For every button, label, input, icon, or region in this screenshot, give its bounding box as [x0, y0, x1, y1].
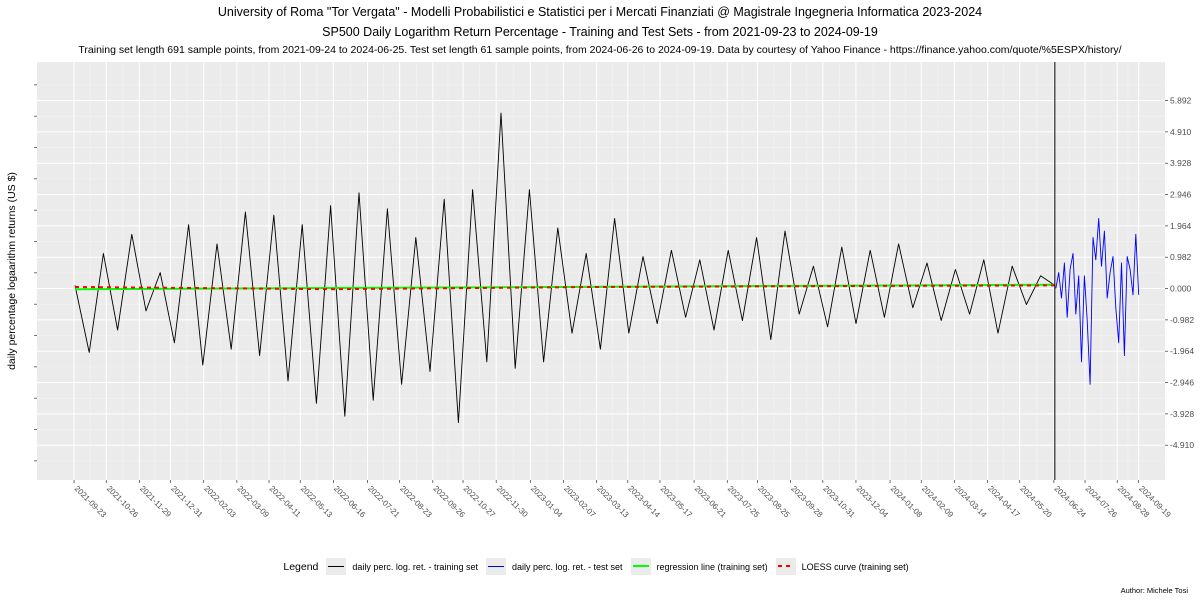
x-tick-label: 2023-03-13: [595, 484, 631, 520]
legend-title: Legend: [283, 560, 319, 573]
x-tick-label: 2023-05-17: [659, 484, 695, 520]
legend-label-regression: regression line (training set): [656, 561, 768, 572]
y-tick-label: -0.982: [1170, 315, 1194, 325]
legend-item-loess: LOESS curve (training set): [775, 558, 909, 575]
x-tick-label: 2023-01-04: [529, 484, 565, 520]
x-tick-label: 2024-06-24: [1052, 484, 1088, 520]
x-tick-label: 2023-02-07: [562, 484, 598, 520]
x-tick-label: 2021-11-29: [138, 484, 173, 519]
legend-key-loess: [775, 558, 796, 575]
x-tick-label: 2023-09-28: [789, 484, 825, 520]
x-tick-label: 2024-05-20: [1018, 484, 1054, 520]
y-tick-label: -3.928: [1170, 409, 1194, 419]
x-tick-label: 2021-12-31: [169, 484, 205, 520]
x-tick-label: 2022-07-21: [366, 484, 402, 520]
x-tick-label: 2024-03-14: [953, 484, 989, 520]
chart-title: University of Roma "Tor Vergata" - Model…: [217, 5, 983, 19]
legend: Legend daily perc. log. ret. - training …: [0, 558, 1200, 575]
legend-label-test: daily perc. log. ret. - test set: [511, 561, 623, 572]
x-tick-label: 2021-10-26: [105, 484, 141, 520]
x-tick-label: 2022-03-09: [235, 484, 271, 520]
legend-label-loess: LOESS curve (training set): [801, 561, 909, 572]
x-tick-label: 2022-10-27: [462, 484, 498, 520]
x-tick-label: 2024-01-08: [889, 484, 925, 520]
x-tick-label: 2023-12-04: [855, 484, 891, 520]
author-note: Author: Michele Tosi: [1120, 586, 1188, 595]
legend-item-test: daily perc. log. ret. - test set: [485, 558, 623, 575]
chart-subtitle: SP500 Daily Logarithm Return Percentage …: [322, 25, 878, 39]
x-tick-label: 2022-08-23: [398, 484, 434, 520]
y-tick-label: 4.910: [1170, 127, 1192, 137]
legend-key-regression: [630, 558, 651, 575]
y-tick-label: 3.928: [1170, 158, 1192, 168]
loess-curve: [74, 284, 1055, 291]
x-tick-label: 2024-02-09: [920, 484, 956, 520]
y-tick-label: 1.964: [1170, 221, 1192, 231]
x-tick-label: 2023-04-14: [626, 484, 662, 520]
x-tick-label: 2021-09-23: [73, 484, 109, 520]
x-tick-label: 2024-07-26: [1084, 484, 1120, 520]
x-tick-label: 2022-02-03: [202, 484, 238, 520]
series-training-line: [74, 112, 1056, 424]
plot-panel: [37, 62, 1165, 480]
y-tick-label: 5.892: [1170, 96, 1192, 106]
x-tick-label: 2022-06-16: [332, 484, 368, 520]
x-tick-label: 2022-05-13: [299, 484, 335, 520]
x-tick-label: 2022-04-11: [268, 484, 303, 519]
x-tick-label: 2023-06-21: [693, 484, 729, 520]
y-tick-label: 2.946: [1170, 190, 1192, 200]
series-test-line: [1055, 217, 1140, 385]
y-tick-label: -1.964: [1170, 346, 1194, 356]
y-tick-label: 0.000: [1170, 284, 1192, 294]
x-tick-label: 2023-10-31: [821, 484, 857, 520]
chart-caption: Training set length 691 sample points, f…: [78, 44, 1122, 56]
legend-item-training: daily perc. log. ret. - training set: [326, 558, 478, 575]
x-tick-label: 2022-11-30: [495, 484, 530, 519]
legend-label-training: daily perc. log. ret. - training set: [352, 561, 478, 572]
y-tick-label: -4.910: [1170, 440, 1194, 450]
y-tick-label: 0.982: [1170, 252, 1192, 262]
legend-key-training: [326, 558, 347, 575]
x-tick-label: 2023-08-25: [756, 484, 792, 520]
y-tick-label: -2.946: [1170, 378, 1194, 388]
y-axis-title: daily percentage logaarithm returns (US …: [6, 172, 18, 370]
x-tick-label: 2024-04-17: [986, 484, 1022, 520]
legend-item-regression: regression line (training set): [630, 558, 768, 575]
legend-key-test: [485, 558, 506, 575]
